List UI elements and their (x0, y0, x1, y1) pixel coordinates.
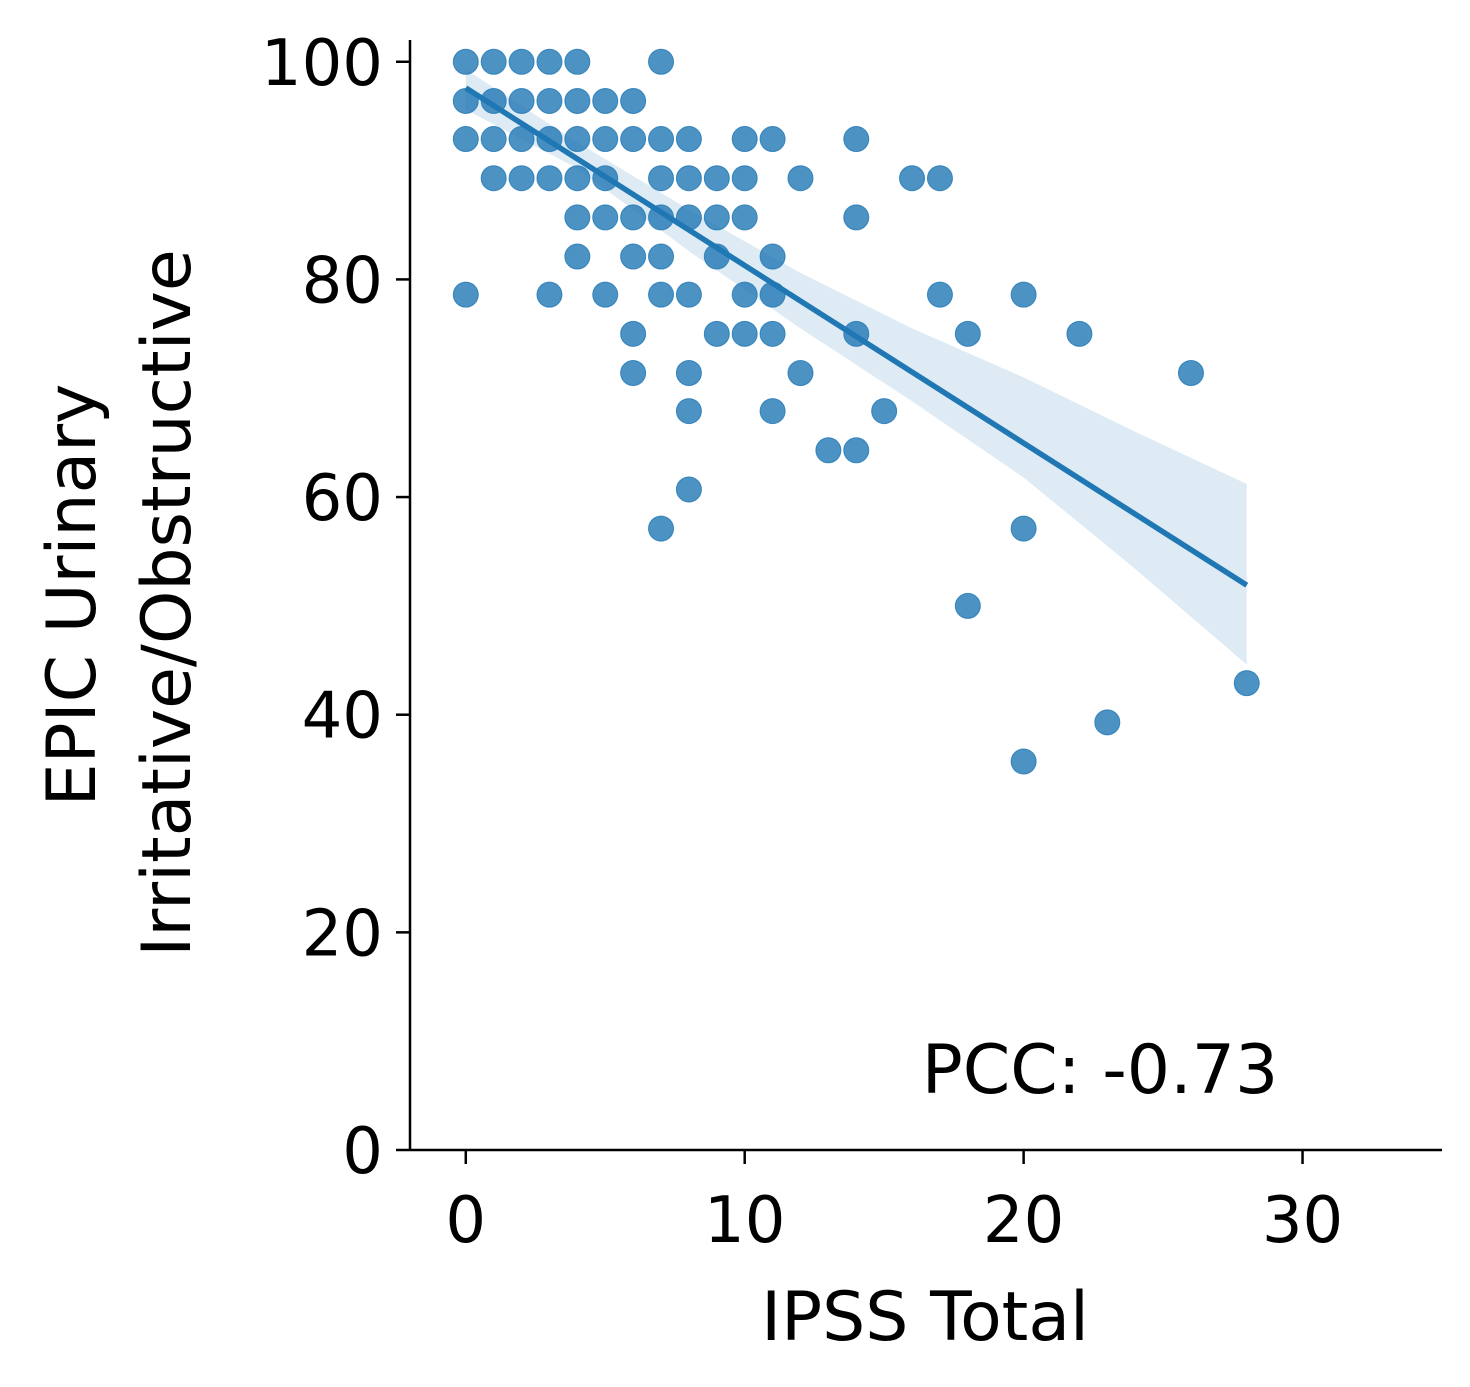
scatter-point (815, 437, 842, 464)
scatter-point (759, 243, 786, 270)
scatter-point (675, 476, 702, 503)
scatter-point (703, 320, 730, 347)
y-tick-label: 100 (261, 27, 383, 101)
scatter-point (759, 398, 786, 425)
scatter-point (648, 165, 675, 192)
scatter-point (536, 281, 563, 308)
scatter-point (926, 165, 953, 192)
y-axis-title-line-1: EPIC Urinary (33, 384, 112, 807)
scatter-point (675, 398, 702, 425)
scatter-point (536, 87, 563, 114)
scatter-point (675, 281, 702, 308)
x-tick-label: 20 (983, 1184, 1064, 1258)
scatter-point (620, 126, 647, 153)
scatter-point (787, 165, 814, 192)
regression-line-layer (464, 85, 1249, 588)
scatter-point (480, 126, 507, 153)
scatter-point (703, 165, 730, 192)
regression-line (464, 85, 1249, 588)
scatter-point (536, 48, 563, 75)
y-tick-label: 80 (302, 244, 383, 318)
scatter-point (648, 281, 675, 308)
scatter-point (592, 204, 619, 231)
scatter-point (843, 204, 870, 231)
scatter-point (954, 592, 981, 619)
scatter-point (731, 204, 758, 231)
scatter-point (620, 360, 647, 386)
scatter-point (564, 87, 591, 114)
scatter-point (703, 204, 730, 231)
scatter-point (675, 126, 702, 153)
scatter-point (480, 165, 507, 192)
scatter-point (731, 281, 758, 308)
y-tick-label: 60 (302, 462, 383, 536)
y-tick-label: 20 (302, 897, 383, 971)
scatter-point (1010, 281, 1037, 308)
scatter-point (1094, 709, 1121, 736)
x-axis-title: IPSS Total (761, 1278, 1089, 1357)
scatter-points-layer (452, 48, 1260, 775)
scatter-point (648, 515, 675, 542)
y-axis-title-line-2: Irritative/Obstructive (128, 249, 207, 956)
scatter-point (592, 126, 619, 153)
scatter-point (564, 165, 591, 192)
scatter-point (564, 204, 591, 231)
scatter-point (1010, 515, 1037, 542)
scatter-point (480, 48, 507, 75)
x-tick-label: 0 (445, 1184, 486, 1258)
scatter-point (1066, 320, 1093, 347)
y-tick-label: 40 (302, 680, 383, 754)
scatter-point (620, 320, 647, 347)
scatter-point (675, 165, 702, 192)
scatter-point (592, 281, 619, 308)
scatter-point (508, 165, 535, 192)
scatter-point (1233, 670, 1260, 697)
scatter-point (620, 87, 647, 114)
scatter-point (564, 243, 591, 270)
scatter-point (452, 281, 479, 308)
ticks-layer: 0 10 20 30 0 20 40 60 80 100 (261, 27, 1343, 1258)
scatter-point (759, 126, 786, 153)
scatter-point (926, 281, 953, 308)
scatter-point (731, 126, 758, 153)
scatter-point (564, 126, 591, 153)
x-tick-label: 30 (1262, 1184, 1343, 1258)
y-tick-label: 0 (342, 1115, 383, 1189)
scatter-point (899, 165, 926, 192)
scatter-point (843, 126, 870, 153)
scatter-point (675, 360, 702, 386)
scatter-point (620, 204, 647, 231)
confidence-band (465, 69, 1247, 665)
scatter-point (648, 48, 675, 75)
scatter-point (648, 243, 675, 270)
scatter-point (508, 48, 535, 75)
scatter-point (787, 360, 814, 386)
scatter-point (508, 87, 535, 114)
scatter-point (731, 320, 758, 347)
pcc-annotation: PCC: -0.73 (922, 1031, 1278, 1110)
axes-layer (408, 40, 1442, 1152)
scatter-point (452, 48, 479, 75)
scatter-point (564, 48, 591, 75)
confidence-band-layer (465, 69, 1247, 665)
scatter-point (592, 87, 619, 114)
scatter-point (731, 165, 758, 192)
scatter-point (871, 398, 898, 425)
scatter-point (1010, 748, 1037, 775)
scatter-point (536, 165, 563, 192)
x-tick-label: 10 (704, 1184, 785, 1258)
scatter-point (759, 320, 786, 347)
y-axis-title: EPIC Urinary Irritative/Obstructive (33, 249, 207, 956)
scatter-point (843, 437, 870, 464)
scatter-point (954, 320, 981, 347)
scatter-point (452, 126, 479, 153)
scatter-point (648, 126, 675, 153)
scatter-point (620, 243, 647, 270)
scatter-point (1177, 360, 1204, 386)
